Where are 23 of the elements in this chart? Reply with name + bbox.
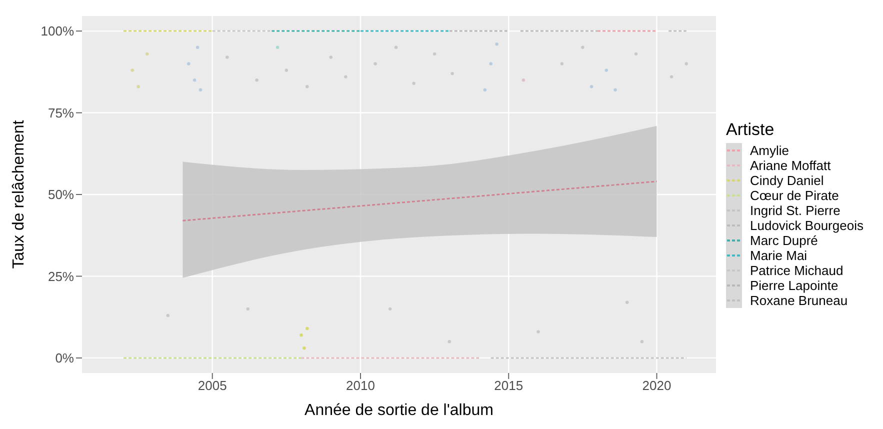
y-tick-label: 0% bbox=[55, 350, 74, 366]
legend-label: Roxane Bruneau bbox=[750, 292, 848, 308]
x-tick-label: 2005 bbox=[198, 378, 227, 394]
x-tick-label: 2015 bbox=[494, 378, 524, 394]
legend-label: Ariane Moffatt bbox=[750, 158, 831, 172]
y-axis-title: Taux de relâchement bbox=[10, 120, 28, 269]
legend-label: Marc Dupré bbox=[750, 232, 818, 248]
x-tick-label: 2010 bbox=[346, 378, 375, 394]
legend-label: Pierre Lapointe bbox=[750, 278, 838, 292]
legend-label: Ingrid St. Pierre bbox=[750, 202, 840, 218]
legend-label: Cœur de Pirate bbox=[750, 188, 839, 202]
legend-label: Patrice Michaud bbox=[750, 262, 844, 278]
legend-label: Ludovick Bourgeois bbox=[750, 218, 864, 232]
legend-label: Amylie bbox=[750, 142, 790, 158]
legend-title: Artiste bbox=[726, 120, 776, 138]
y-tick-label: 75% bbox=[48, 105, 74, 120]
x-axis-title: Année de sortie de l'album bbox=[304, 402, 494, 419]
y-tick-label: 100% bbox=[40, 24, 74, 39]
y-tick-label: 25% bbox=[48, 268, 74, 284]
legend-label: Cindy Daniel bbox=[750, 172, 824, 188]
legend-label: Marie Mai bbox=[750, 248, 808, 262]
x-tick-label: 2020 bbox=[642, 378, 672, 394]
y-tick-label: 50% bbox=[48, 187, 74, 202]
